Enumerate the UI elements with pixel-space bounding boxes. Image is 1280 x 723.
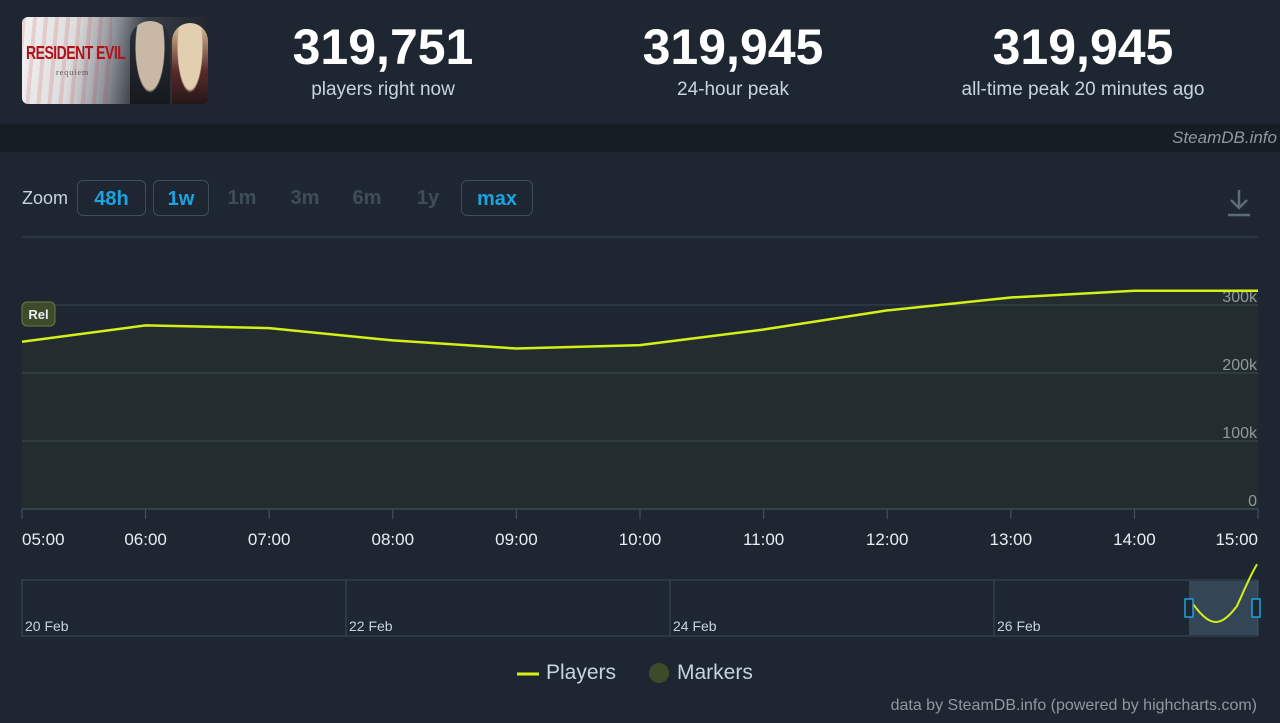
navigator-handle[interactable] [1184,598,1194,618]
x-tick-label: 12:00 [866,530,909,549]
legend-markers-symbol[interactable] [649,663,669,683]
stat-label: all-time peak 20 minutes ago [961,79,1205,100]
players-series-line[interactable] [21,289,1258,350]
chart-legend[interactable] [517,663,669,683]
y-axis-labels: 0 100k 200k 300k [1222,289,1258,510]
capsule-art [22,17,112,104]
stat-value: 319,945 [992,19,1174,75]
x-tick-label: 14:00 [1113,530,1156,549]
x-tick-label: 15:00 [1215,530,1258,549]
download-icon[interactable] [1226,188,1252,218]
release-marker[interactable]: Rel [21,301,56,327]
legend-markers-label[interactable]: Markers [677,661,753,684]
x-tick-label: 06:00 [124,530,167,549]
chart-panel [0,152,1280,723]
legend-players-label[interactable]: Players [546,661,617,684]
stat-label: 24-hour peak [677,79,789,100]
marker-label: Rel [28,307,48,322]
stat-all-time-peak: 319,945 all-time peak 20 minutes ago [933,20,1233,102]
players-area-fill [22,291,1258,509]
zoom-1m-button[interactable]: 1m [227,187,257,209]
marker-badge[interactable] [21,301,56,327]
stats-header: RESIDENT EVIL requiem 319,751 players ri… [0,0,1280,124]
zoom-48h-button[interactable]: 48h [77,180,146,216]
game-logo-text: RESIDENT EVIL [26,41,126,64]
steamdb-credit[interactable]: SteamDB.info [1172,128,1277,147]
zoom-1y-button[interactable]: 1y [416,187,440,209]
capsule-figure-left [130,21,170,104]
zoom-1w-button[interactable]: 1w [153,180,209,216]
zoom-3m-button[interactable]: 3m [290,187,320,209]
zoom-label: Zoom [22,188,69,208]
x-tick-label: 11:00 [743,530,784,549]
y-tick-label: 300k [1222,289,1258,306]
stat-24h-peak: 319,945 24-hour peak [613,20,853,102]
navigator-date-label: 20 Feb [25,618,69,634]
data-credit[interactable]: data by SteamDB.info (powered by highcha… [890,697,1257,714]
navigator-date-label: 22 Feb [349,618,393,634]
zoom-max-button[interactable]: max [461,180,533,216]
stat-value: 319,751 [292,19,474,75]
x-axis: 05:00 06:00 07:00 08:00 09:00 10:00 11:00 12:00… [21,508,1259,549]
x-tick-label: 07:00 [248,530,291,549]
x-tick-label: 10:00 [619,530,662,549]
game-logo-subtitle: requiem [56,68,90,77]
y-tick-label: 200k [1222,357,1258,374]
navigator-frame [21,579,1259,637]
y-tick-label: 0 [1248,493,1257,510]
x-tick-label: 05:00 [22,530,65,549]
stat-current-players: 319,751 players right now [263,20,503,102]
x-tick-label: 09:00 [495,530,538,549]
navigator-series-line [1189,563,1258,624]
x-tick-label: 08:00 [372,530,415,549]
zoom-6m-button[interactable]: 6m [352,187,382,209]
stat-value: 319,945 [642,19,824,75]
game-capsule-image[interactable]: RESIDENT EVIL requiem [22,17,208,104]
navigator-handle[interactable] [1251,598,1261,618]
navigator-selection[interactable] [1189,581,1258,635]
y-tick-label: 100k [1222,425,1258,442]
navigator-date-label: 26 Feb [997,618,1041,634]
stat-label: players right now [311,79,455,100]
x-tick-label: 13:00 [990,530,1033,549]
navigator-date-label: 24 Feb [673,618,717,634]
capsule-figure-right [172,23,208,104]
navigator[interactable]: 20 Feb 22 Feb 24 Feb 26 Feb [21,563,1261,637]
